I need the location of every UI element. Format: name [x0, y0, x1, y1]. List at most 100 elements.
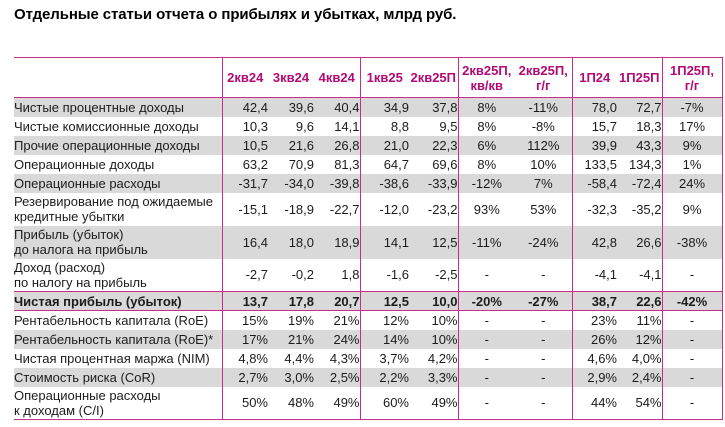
row-label-header [14, 57, 222, 98]
table-cell: -18,9 [284, 201, 314, 217]
table-cell: 9,6 [295, 118, 314, 134]
page-title: Отдельные статьи отчета о прибылях и убы… [14, 6, 457, 23]
table-cell: 18,0 [268, 225, 314, 259]
table-cell: - [457, 367, 515, 387]
table-cell: 21% [333, 312, 360, 328]
table-cell: -32,3 [571, 192, 617, 226]
table-cell: 2,9% [571, 367, 617, 387]
pnl-table-header: 2кв24 3кв24 4кв24 1кв25 2кв25П 2кв25П, кв/кв 2к… [14, 57, 723, 98]
table-cell: 38,7 [571, 291, 617, 311]
row-label: Чистая процентная маржа (NIM) [14, 350, 210, 366]
table-cell: 12,5 [409, 225, 458, 259]
table-cell: - [661, 386, 723, 420]
pnl-table: 2кв24 3кв24 4кв24 1кв25 2кв25П 2кв25П, кв/кв 2к… [14, 57, 723, 420]
column-header: 2кв25П, кв/кв [457, 57, 515, 98]
table-cell: - [661, 348, 723, 368]
row-label: Стоимость риска (CoR) [14, 367, 222, 387]
table-cell: -23,2 [427, 201, 458, 217]
table-cell: 9% [661, 135, 723, 155]
header-row: 2кв24 3кв24 4кв24 1кв25 2кв25П 2кв25П, кв/кв 2к… [14, 57, 723, 98]
table-cell: 4,6% [571, 348, 617, 368]
table-cell: -31,7 [221, 173, 268, 193]
table-cell: 10% [530, 156, 557, 172]
table-cell: 3,3% [409, 367, 458, 387]
row-label: Чистые процентные доходы [14, 97, 222, 117]
table-cell: 22,3 [409, 135, 458, 155]
column-header: 1П25П, г/г [661, 57, 723, 98]
table-cell: -39,8 [314, 173, 360, 193]
table-cell: 12% [359, 310, 409, 330]
table-cell: 54% [617, 386, 662, 420]
table-cell: 81,3 [334, 156, 360, 172]
table-cell: 3,0% [268, 367, 314, 387]
table-cell: 64,7 [359, 154, 409, 174]
table-cell: - [541, 350, 546, 366]
table-cell: 24% [661, 173, 723, 193]
table-cell: - [515, 329, 572, 349]
table-cell: 21,0 [359, 135, 409, 155]
row-label: Операционные расходы к доходам (C/I) [14, 386, 222, 420]
table-cell: -4,1 [639, 267, 662, 283]
table-cell: 17% [661, 116, 723, 136]
table-cell: -2,5 [435, 267, 458, 283]
table-cell: -12% [457, 173, 515, 193]
column-header: 2кв25П, г/г [515, 57, 572, 98]
table-cell: 15,7 [571, 116, 617, 136]
table-cell: 13,7 [221, 291, 268, 311]
table-cell: 134,3 [628, 156, 662, 172]
row-label: Доход (расход) по налогу на прибыль [14, 259, 147, 290]
table-cell: 40,4 [314, 97, 360, 117]
table-cell: -11% [457, 225, 515, 259]
table-cell: 39,6 [268, 97, 314, 117]
row-label: Чистые комиссионные доходы [14, 118, 199, 134]
table-row: Рентабельность капитала (RoE)* 17% 21% 24% 1… [14, 329, 723, 349]
column-header: 4кв24 [314, 57, 360, 98]
table-cell: -58,4 [571, 173, 617, 193]
table-cell: 72,7 [617, 97, 662, 117]
table-cell: -33,9 [409, 173, 458, 193]
table-cell: 26,6 [617, 225, 662, 259]
table-cell: 1% [661, 154, 723, 174]
table-cell: - [457, 386, 515, 420]
table-cell: 43,3 [617, 135, 662, 155]
table-cell: 20,7 [314, 291, 360, 311]
table-cell: 78,0 [571, 97, 617, 117]
table-cell: -34,0 [268, 173, 314, 193]
table-cell: 49% [314, 386, 360, 420]
table-cell: 10% [409, 329, 458, 349]
table-row: Операционные расходы к доходам (C/I) 50% 48… [14, 386, 723, 420]
table-cell: 24% [314, 329, 360, 349]
table-cell: 21% [268, 329, 314, 349]
table-cell: -22,7 [329, 201, 360, 217]
table-cell: 17% [221, 329, 268, 349]
table-row: Резервирование под ожидаемые кредитные уб… [14, 192, 723, 226]
table-row: Чистые процентные доходы 42,4 39,6 40,4 34,9… [14, 97, 723, 117]
table-cell: -4,1 [571, 258, 617, 292]
table-cell: 8% [457, 116, 515, 136]
row-label: Чистая прибыль (убыток) [14, 291, 222, 311]
table-cell: - [457, 310, 515, 330]
table-cell: 6% [457, 135, 515, 155]
table-cell: 10,0 [409, 291, 458, 311]
table-cell: 10,3 [221, 116, 268, 136]
column-header: 3кв24 [268, 57, 314, 98]
table-cell: 12,5 [359, 291, 409, 311]
table-cell: -35,2 [631, 201, 662, 217]
table-cell: 63,2 [221, 154, 268, 174]
table-cell: 4,4% [284, 350, 314, 366]
row-label: Прочие операционные доходы [14, 135, 222, 155]
table-cell: 14% [359, 329, 409, 349]
table-cell: 37,8 [409, 97, 458, 117]
table-cell: - [661, 258, 723, 292]
table-cell: 4,8% [221, 348, 268, 368]
table-cell: 7% [515, 173, 572, 193]
table-row: Операционные расходы -31,7 -34,0 -39,8 -38,6… [14, 173, 723, 193]
table-cell: -38,6 [359, 173, 409, 193]
table-row: Прочие операционные доходы 10,5 21,6 26,8 21… [14, 135, 723, 155]
table-cell: 9% [661, 192, 723, 226]
table-cell: - [661, 367, 723, 387]
table-cell: 26% [571, 329, 617, 349]
table-cell: 39,9 [571, 135, 617, 155]
table-cell: 9,5 [439, 118, 458, 134]
row-label: Рентабельность капитала (RoE) [14, 312, 209, 328]
